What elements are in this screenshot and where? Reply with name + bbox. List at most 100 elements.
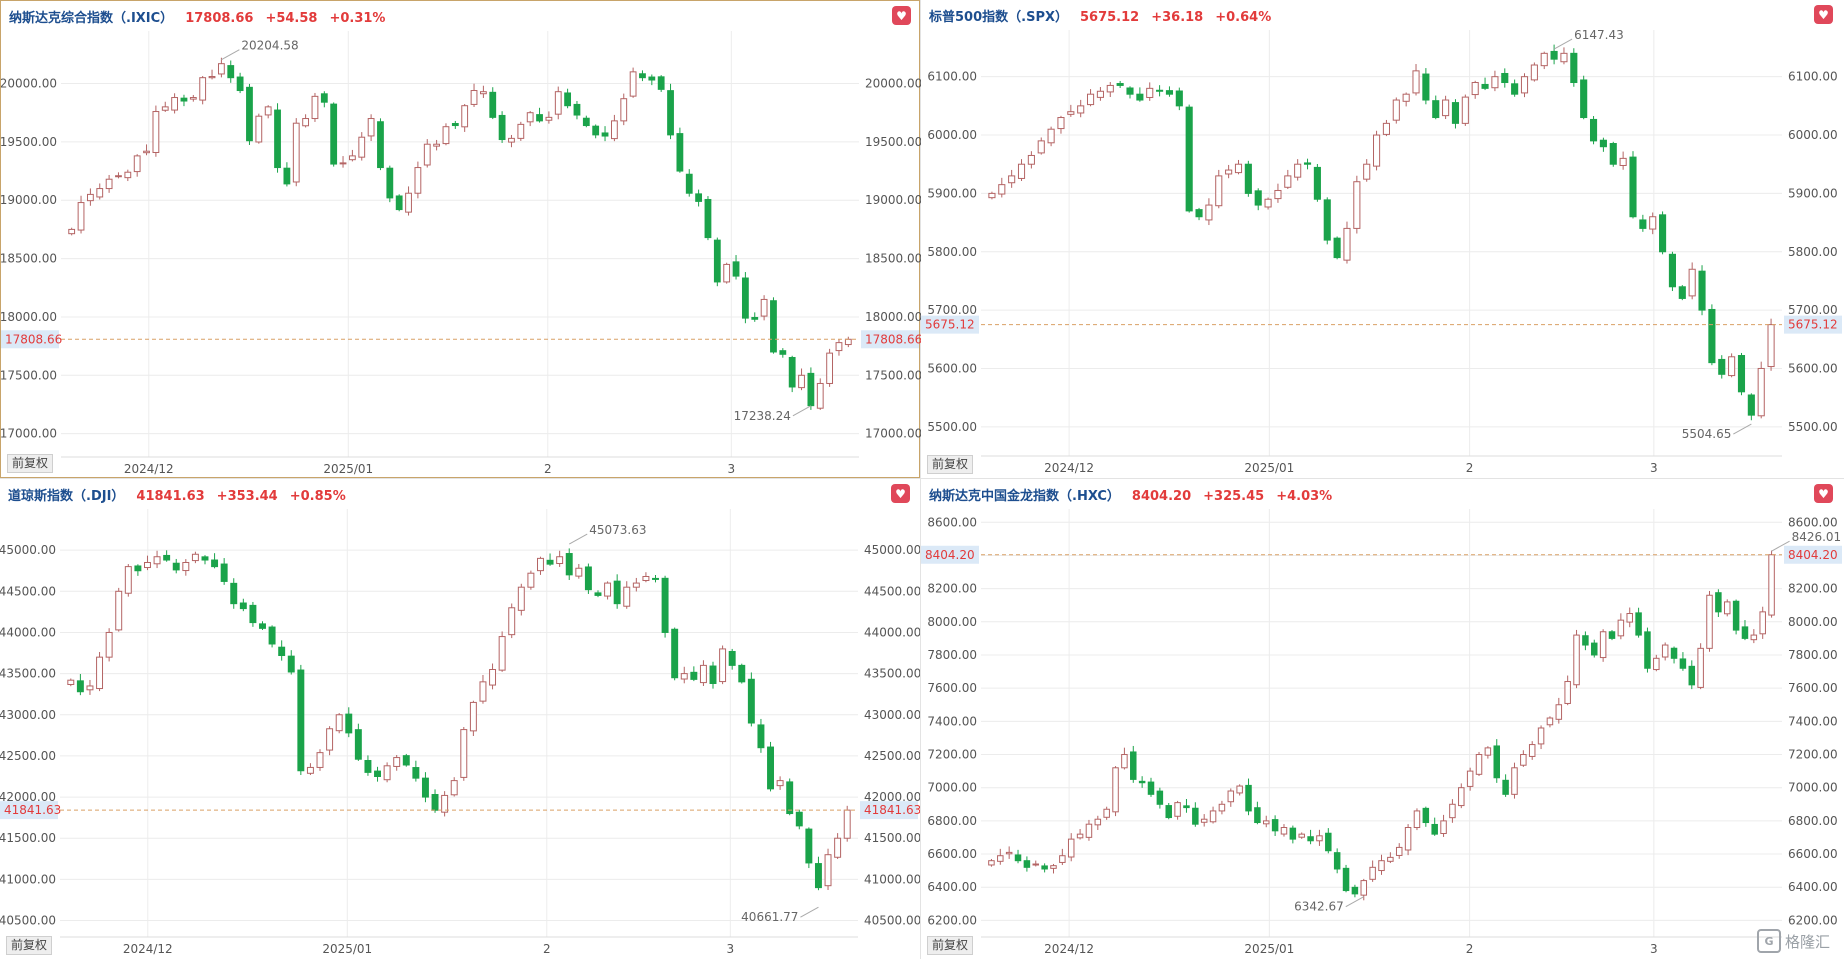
favorite-heart-icon[interactable]: ♥ bbox=[1814, 5, 1833, 24]
price-adjust-button[interactable]: 前复权 bbox=[927, 936, 974, 955]
candle-down bbox=[134, 565, 142, 572]
candle-down bbox=[814, 863, 822, 889]
candle-up bbox=[479, 91, 487, 95]
plot-area bbox=[60, 509, 858, 937]
y-axis-tick-label-right: 6800.00 bbox=[1788, 814, 1838, 828]
y-axis-tick-label: 42000.00 bbox=[0, 790, 56, 804]
candle-down bbox=[584, 566, 592, 591]
y-axis-tick-label-right: 6000.00 bbox=[1788, 128, 1838, 142]
candle-up bbox=[816, 382, 824, 409]
candle-down bbox=[582, 117, 590, 127]
candle-up bbox=[998, 184, 1006, 195]
y-axis-tick-label-right: 19000.00 bbox=[865, 193, 921, 207]
candle-down bbox=[657, 76, 665, 90]
candlestick-chart[interactable]: 6100.00 6100.00 6000.00 6000.00 5900.00 5900.… bbox=[921, 0, 1844, 478]
candle-down bbox=[283, 167, 291, 185]
y-axis-tick-label-right: 40500.00 bbox=[864, 914, 920, 928]
candle-up bbox=[1096, 90, 1104, 98]
candle-up bbox=[199, 77, 207, 101]
y-axis-tick-label: 41500.00 bbox=[0, 831, 56, 845]
y-axis-tick-label: 19500.00 bbox=[1, 135, 57, 149]
candle-up bbox=[1449, 803, 1456, 819]
price-adjust-button[interactable]: 前复权 bbox=[6, 936, 53, 955]
candle-down bbox=[565, 553, 573, 576]
price-adjust-button[interactable]: 前复权 bbox=[927, 455, 974, 474]
candle-up bbox=[1236, 785, 1243, 794]
candle-down bbox=[795, 811, 803, 827]
candle-up bbox=[1234, 163, 1243, 174]
candle-up bbox=[1404, 827, 1412, 851]
candle-up bbox=[1067, 111, 1075, 115]
index-change-pct: +0.64% bbox=[1215, 10, 1272, 25]
candle-up bbox=[105, 631, 113, 658]
y-axis-tick-label-right: 8600.00 bbox=[1788, 515, 1838, 529]
candle-down bbox=[1342, 867, 1350, 892]
favorite-heart-icon[interactable]: ♥ bbox=[892, 6, 911, 25]
candlestick-chart[interactable]: 8600.008600.008400.008400.008200.008200.… bbox=[921, 479, 1844, 959]
candle-up bbox=[1263, 820, 1270, 825]
y-axis-tick-label: 19000.00 bbox=[1, 193, 57, 207]
last-price-tag-left: 17808.66 bbox=[5, 332, 62, 346]
candle-up bbox=[68, 228, 76, 235]
panel-spx[interactable]: 标普500指数（.SPX） 5675.12 +36.18 +0.64% ♥ 6100.… bbox=[921, 0, 1844, 478]
y-axis-tick-label-right: 42500.00 bbox=[864, 749, 920, 763]
y-axis-tick-label-right: 7600.00 bbox=[1788, 681, 1838, 695]
candlestick-chart[interactable]: 45000.00 45000.00 44500.00 44500.00 44000.00… bbox=[0, 479, 920, 959]
favorite-heart-icon[interactable]: ♥ bbox=[891, 484, 910, 503]
candle-down bbox=[685, 173, 693, 194]
last-price-tag-right: 5675.12 bbox=[1788, 318, 1838, 332]
panel-header: 纳斯达克中国金龙指数（.HXC） 8404.20 +325.45 +4.03% bbox=[929, 485, 1332, 504]
candlestick-chart[interactable]: 20000.00 20000.00 19500.00 19500.00 19000.00… bbox=[1, 1, 921, 479]
panel-dji[interactable]: 道琼斯指数（.DJI） 41841.63 +353.44 +0.85% ♥ 45000… bbox=[0, 479, 920, 959]
candle-up bbox=[1564, 681, 1571, 704]
last-price-tag-left-bg bbox=[0, 801, 58, 820]
last-price-tag-left-bg bbox=[921, 545, 979, 564]
candle-up bbox=[77, 202, 85, 231]
x-axis-tick-label: 3 bbox=[726, 942, 734, 956]
y-axis-tick-label-right: 5800.00 bbox=[1788, 245, 1838, 259]
candle-up bbox=[629, 71, 637, 97]
candle-up bbox=[545, 116, 553, 121]
candle-down bbox=[1678, 286, 1686, 299]
candle-down bbox=[220, 563, 228, 582]
candle-down bbox=[713, 239, 721, 283]
candle-down bbox=[1599, 139, 1607, 148]
favorite-heart-icon[interactable]: ♥ bbox=[1814, 484, 1833, 503]
candle-down bbox=[594, 592, 602, 596]
candle-up bbox=[1146, 87, 1154, 98]
candle-down bbox=[386, 167, 394, 199]
candle-down bbox=[1670, 647, 1678, 659]
panel-ixic[interactable]: 纳斯达克综合指数（.IXIC） 17808.66 +54.58 +0.31% ♥ 20… bbox=[0, 0, 921, 479]
candle-up bbox=[1530, 64, 1538, 81]
candle-up bbox=[302, 118, 310, 127]
y-axis-tick-label-right: 6400.00 bbox=[1788, 880, 1838, 894]
x-axis-tick-label: 2025/01 bbox=[1244, 942, 1294, 956]
candle-up bbox=[1440, 820, 1447, 835]
y-axis-tick-label-right: 6100.00 bbox=[1788, 70, 1838, 84]
candle-down bbox=[431, 794, 439, 811]
candle-up bbox=[1094, 818, 1102, 826]
candle-up bbox=[526, 112, 534, 123]
candle-up bbox=[1032, 863, 1040, 866]
candle-down bbox=[163, 554, 171, 561]
candle-up bbox=[1555, 704, 1563, 720]
y-axis-tick-label: 18500.00 bbox=[1, 252, 57, 266]
candle-up bbox=[143, 150, 150, 154]
panel-hxc[interactable]: 纳斯达克中国金龙指数（.HXC） 8404.20 +325.45 +4.03% ♥ 8… bbox=[921, 479, 1844, 959]
candle-down bbox=[1126, 87, 1134, 95]
high-annotation-leader bbox=[1771, 540, 1790, 552]
candle-up bbox=[1661, 644, 1669, 658]
candle-down bbox=[1289, 827, 1297, 840]
candle-up bbox=[441, 794, 449, 813]
candle-up bbox=[1599, 631, 1607, 659]
price-adjust-button[interactable]: 前复权 bbox=[7, 454, 54, 473]
y-axis-tick-label: 40500.00 bbox=[0, 914, 56, 928]
brand-logo: G 格隆汇 bbox=[1756, 929, 1830, 953]
candle-up bbox=[1723, 601, 1731, 615]
candle-up bbox=[1520, 76, 1529, 94]
candle-down bbox=[1333, 852, 1341, 870]
candle-up bbox=[556, 556, 564, 565]
candle-down bbox=[1718, 358, 1726, 375]
last-price-tag-left-bg bbox=[1, 330, 59, 349]
candle-up bbox=[133, 155, 141, 173]
